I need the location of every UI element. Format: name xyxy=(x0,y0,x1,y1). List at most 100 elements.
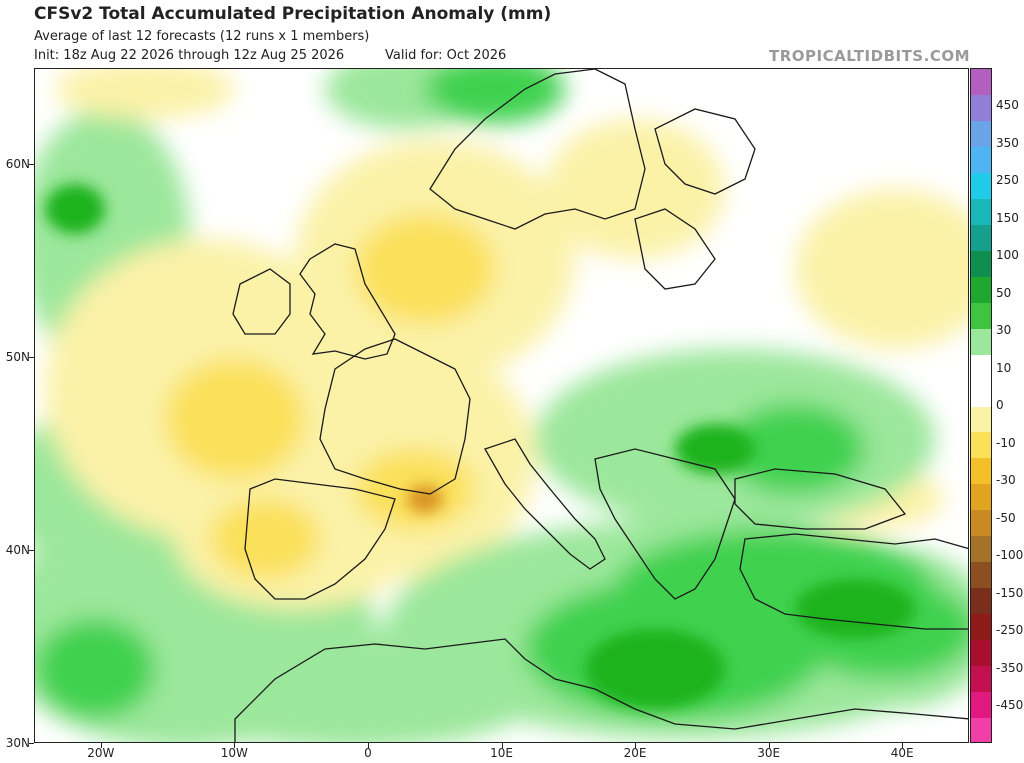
colorbar-segment xyxy=(971,562,991,589)
colorbar-segment xyxy=(971,458,991,485)
coast-ireland xyxy=(232,268,291,335)
chart-subtitle: Average of last 12 forecasts (12 runs x … xyxy=(34,29,370,44)
coast-baltic xyxy=(634,208,716,290)
dry-area-sweden xyxy=(545,119,725,259)
longitude-tick xyxy=(902,743,904,748)
brand-watermark: TROPICALTIDBITS.COM xyxy=(769,47,970,65)
wet-moderate-ukraine xyxy=(725,404,865,494)
latitude-tick xyxy=(29,357,34,359)
coastlines xyxy=(232,69,968,742)
colorbar-segment xyxy=(971,588,991,615)
coast-turkey xyxy=(739,533,968,630)
wet-core-atlantic xyxy=(45,184,105,234)
dry-area-russia xyxy=(795,189,968,349)
coast-britain xyxy=(299,243,396,360)
longitude-label: 10W xyxy=(220,746,248,760)
latitude-label: 50N xyxy=(5,350,30,365)
wet-moderate-norway xyxy=(425,69,565,124)
colorbar-segment xyxy=(971,94,991,122)
wet-area-north-africa xyxy=(165,629,545,742)
coast-north-africa xyxy=(234,638,968,742)
coast-iberia xyxy=(244,478,396,600)
colorbar-segment xyxy=(971,692,991,719)
latitude-tick xyxy=(29,550,34,552)
coast-italy xyxy=(484,438,606,570)
colorbar-segment xyxy=(971,380,991,407)
colorbar-label: 10 xyxy=(996,360,1012,375)
colorbar-label: -100 xyxy=(996,548,1024,562)
colorbar-segment xyxy=(971,224,991,252)
colorbar-segment xyxy=(971,614,991,641)
colorbar xyxy=(970,68,992,743)
colorbar-label: 250 xyxy=(996,173,1019,187)
colorbar-label: 30 xyxy=(996,323,1012,337)
colorbar-segment xyxy=(971,666,991,693)
longitude-label: 20W xyxy=(87,746,115,760)
init-time-label: Init: 18z Aug 22 2026 through 12z Aug 25… xyxy=(34,48,345,63)
colorbar-segment xyxy=(971,510,991,537)
colorbar-label: -30 xyxy=(996,473,1016,487)
colorbar-segment xyxy=(971,406,991,433)
longitude-label: 20E xyxy=(623,746,647,760)
colorbar-segment xyxy=(971,484,991,511)
longitude-tick xyxy=(234,743,236,748)
map-canvas xyxy=(35,69,968,742)
colorbar-segment xyxy=(971,198,991,226)
colorbar-segment xyxy=(971,120,991,148)
latitude-label: 30N xyxy=(5,736,30,750)
valid-time-label: Valid for: Oct 2026 xyxy=(385,48,507,63)
colorbar-segment xyxy=(971,302,991,330)
colorbar-segment xyxy=(971,432,991,459)
dry-moderate-iberia xyxy=(210,499,320,579)
colorbar-segment xyxy=(971,718,991,742)
colorbar-label: -350 xyxy=(996,660,1024,675)
wet-core-balkans xyxy=(675,424,755,474)
colorbar-segment xyxy=(971,328,991,356)
latitude-label: 40N xyxy=(5,543,30,558)
colorbar-label: -250 xyxy=(996,623,1024,637)
colorbar-segment xyxy=(971,354,991,382)
colorbar-segment xyxy=(971,172,991,200)
longitude-label: 10E xyxy=(490,746,513,760)
longitude-tick xyxy=(635,743,637,748)
colorbar-segment xyxy=(971,276,991,304)
dry-area-iceland xyxy=(55,69,235,119)
precip-anomaly-map xyxy=(34,68,969,743)
latitude-tick xyxy=(29,164,34,166)
colorbar-label: 0 xyxy=(996,398,1004,412)
colorbar-label: 350 xyxy=(996,135,1019,150)
coast-scandinavia xyxy=(429,69,646,230)
longitude-tick xyxy=(768,743,770,748)
wet-core-anatolia xyxy=(795,579,915,639)
latitude-tick xyxy=(29,743,34,744)
dry-moderate-northsea xyxy=(355,214,495,324)
colorbar-label: 100 xyxy=(996,248,1019,262)
colorbar-segment xyxy=(971,146,991,174)
colorbar-segment xyxy=(971,250,991,278)
longitude-tick xyxy=(501,743,503,748)
longitude-label: 40E xyxy=(890,746,914,760)
colorbar-label: -450 xyxy=(996,698,1024,712)
longitude-label: 0 xyxy=(364,746,372,760)
longitude-tick xyxy=(367,743,369,748)
wet-core-ionian xyxy=(585,629,725,709)
coast-france xyxy=(319,338,471,495)
latitude-label: 60N xyxy=(5,157,30,172)
colorbar-label: -50 xyxy=(996,510,1016,525)
coast-balkans xyxy=(594,448,736,600)
colorbar-label: 50 xyxy=(996,285,1012,300)
colorbar-segment xyxy=(971,69,991,96)
colorbar-label: 450 xyxy=(996,98,1019,112)
dry-moderate-atlantic xyxy=(165,359,305,479)
longitude-tick xyxy=(100,743,102,748)
colorbar-segment xyxy=(971,536,991,563)
longitude-label: 30E xyxy=(757,746,781,760)
wet-moderate-atlantic-sw xyxy=(35,619,155,719)
colorbar-label: -10 xyxy=(996,435,1016,450)
chart-title: CFSv2 Total Accumulated Precipitation An… xyxy=(34,4,552,24)
colorbar-label: -150 xyxy=(996,585,1024,600)
coast-blacksea xyxy=(734,468,907,530)
colorbar-label: 150 xyxy=(996,210,1019,225)
coast-finland xyxy=(654,108,756,195)
colorbar-segment xyxy=(971,640,991,667)
